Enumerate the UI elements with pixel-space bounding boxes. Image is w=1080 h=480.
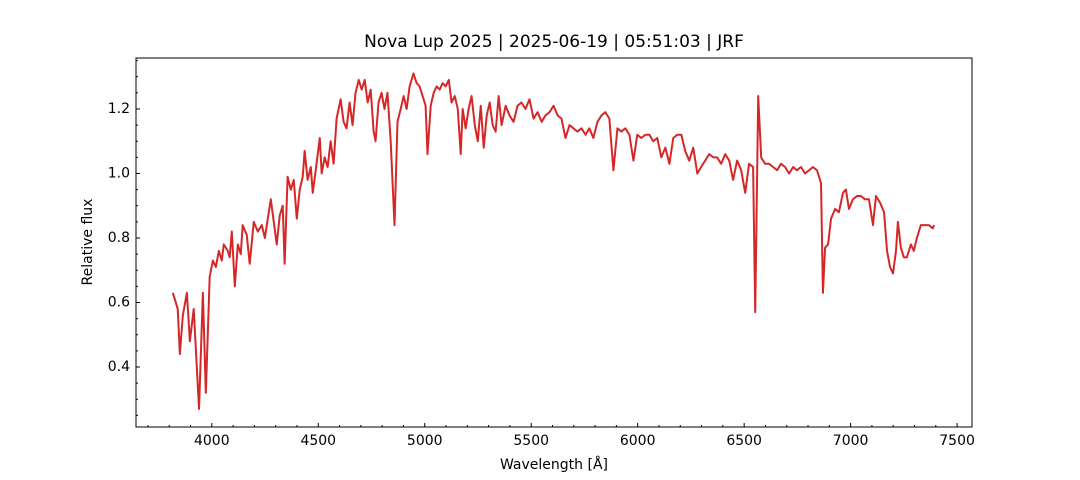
y-tick-label: 1.0 [108,165,130,181]
y-tick-label: 1.2 [108,101,130,117]
spectrum-line [171,72,936,410]
y-tick-label: 0.6 [108,294,130,310]
chart-title: Nova Lup 2025 | 2025-06-19 | 05:51:03 | … [364,32,744,52]
y-tick-label: 0.8 [108,230,130,246]
y-tick-label: 0.4 [108,359,130,375]
x-tick-label: 5500 [513,433,549,449]
x-axis-label: Wavelength [Å] [500,456,608,473]
x-tick-label: 4000 [194,433,230,449]
x-tick-label: 5000 [407,433,443,449]
x-tick-label: 4500 [300,433,336,449]
x-tick-label: 6500 [726,433,762,449]
x-tick-label: 7500 [939,433,975,449]
y-axis-label: Relative flux [80,199,96,286]
x-tick-label: 6000 [620,433,656,449]
x-tick-label: 7000 [833,433,869,449]
plot-frame [135,57,973,428]
